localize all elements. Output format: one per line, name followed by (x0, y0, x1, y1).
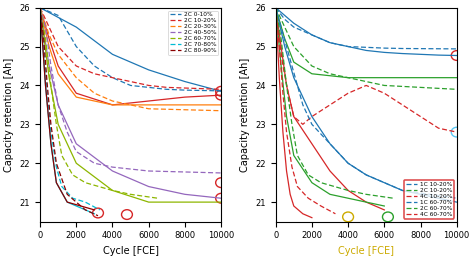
X-axis label: Cycle [FCE]: Cycle [FCE] (102, 246, 159, 256)
Legend: 2C 0-10%, 2C 10-20%, 2C 20-30%, 2C 40-50%, 2C 60-70%, 2C 70-80%, 2C 80-90%: 2C 0-10%, 2C 10-20%, 2C 20-30%, 2C 40-50… (168, 11, 218, 55)
Legend: 1C 10-20%, 2C 10-20%, 4C 10-20%, 1C 60-70%, 2C 60-70%, 4C 60-70%: 1C 10-20%, 2C 10-20%, 4C 10-20%, 1C 60-7… (404, 180, 454, 219)
Y-axis label: Capacity retention [Ah]: Capacity retention [Ah] (240, 57, 250, 172)
X-axis label: Cycle [FCE]: Cycle [FCE] (338, 246, 394, 256)
Y-axis label: Capacity retention [Ah]: Capacity retention [Ah] (4, 57, 14, 172)
